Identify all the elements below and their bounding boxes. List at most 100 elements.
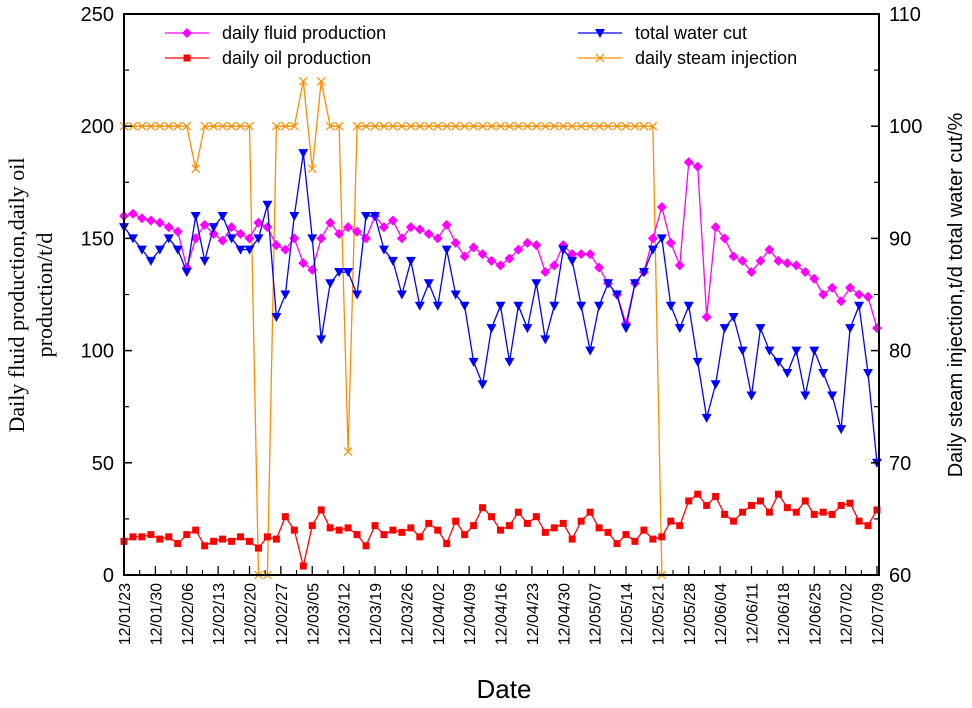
triangle-marker <box>226 234 237 244</box>
x-tick-label: 12/03/05 <box>305 583 322 645</box>
x-tick-label: 12/05/07 <box>588 583 605 645</box>
diamond-marker <box>692 161 703 172</box>
x-tick-label: 12/07/02 <box>839 583 856 645</box>
x-marker <box>460 121 470 131</box>
x-marker <box>245 121 254 131</box>
square-marker <box>210 537 218 545</box>
y-tick-label-left: 0 <box>103 565 114 587</box>
square-marker <box>783 504 791 512</box>
x-marker <box>594 121 604 131</box>
x-marker <box>478 121 487 131</box>
diamond-marker <box>782 258 793 269</box>
square-marker <box>147 531 155 539</box>
x-marker <box>522 121 532 131</box>
y-tick-label-right: 70 <box>889 453 911 475</box>
triangle-marker <box>486 324 497 334</box>
square-marker <box>308 522 316 530</box>
x-axis-label: Date <box>477 674 532 704</box>
square-marker <box>828 510 836 518</box>
x-marker <box>289 121 299 131</box>
legend-label: daily steam injection <box>635 48 797 68</box>
x-marker <box>595 53 605 63</box>
x-marker <box>307 164 317 174</box>
triangle-marker <box>325 279 336 289</box>
diamond-marker <box>863 291 874 302</box>
x-marker <box>424 121 434 131</box>
square-marker <box>559 519 567 527</box>
triangle-marker <box>172 245 183 255</box>
square-marker <box>792 508 800 516</box>
square-marker <box>183 54 191 62</box>
diamond-marker <box>396 233 407 244</box>
square-marker <box>389 526 397 534</box>
y-tick-label-left: 200 <box>81 116 114 138</box>
legend: daily fluid production daily oil producti… <box>165 23 797 68</box>
diamond-marker <box>262 222 273 233</box>
triangle-marker <box>387 256 398 266</box>
diamond-marker <box>549 260 560 271</box>
triangle-marker <box>531 279 542 289</box>
diamond-marker <box>800 267 811 278</box>
x-marker <box>352 121 362 131</box>
triangle-marker <box>432 301 443 311</box>
diamond-marker <box>387 215 398 226</box>
square-marker <box>156 535 164 543</box>
square-marker <box>326 524 334 532</box>
x-tick-label: 12/04/30 <box>556 583 573 645</box>
square-marker <box>730 517 738 525</box>
x-marker <box>200 121 210 131</box>
x-marker <box>540 121 550 131</box>
square-marker <box>425 519 433 527</box>
triangle-marker <box>773 357 784 367</box>
triangle-marker <box>181 268 192 278</box>
diamond-marker <box>710 222 721 233</box>
x-marker <box>639 121 649 131</box>
triangle-marker <box>558 245 569 255</box>
diamond-marker <box>352 226 363 237</box>
square-marker <box>810 510 818 518</box>
x-marker <box>406 121 416 131</box>
triangle-marker <box>414 301 425 311</box>
diamond-marker <box>827 282 838 293</box>
x-marker <box>388 121 398 131</box>
diamond-marker <box>809 273 820 284</box>
triangle-marker <box>370 211 380 221</box>
triangle-marker <box>692 357 703 367</box>
diamond-marker <box>450 237 461 248</box>
triangle-marker <box>423 279 434 289</box>
x-marker <box>146 121 156 131</box>
diamond-marker <box>522 237 533 248</box>
square-marker <box>523 519 531 527</box>
diamond-marker <box>235 228 246 239</box>
triangle-marker <box>845 324 856 334</box>
square-marker <box>748 501 755 509</box>
x-marker <box>549 121 559 131</box>
legend-item: daily steam injection <box>578 48 797 68</box>
diamond-marker <box>683 157 694 168</box>
square-marker <box>281 513 289 521</box>
triangle-marker <box>809 346 820 356</box>
x-marker <box>343 447 353 457</box>
triangle-marker <box>764 346 775 356</box>
triangle-marker <box>513 301 524 311</box>
triangle-marker <box>378 245 389 255</box>
square-marker <box>685 497 693 505</box>
x-marker <box>531 121 541 131</box>
x-marker <box>415 121 425 131</box>
square-marker <box>443 540 451 548</box>
x-tick-label: 12/03/19 <box>368 583 385 645</box>
x-tick-label: 12/07/09 <box>870 583 887 645</box>
x-marker <box>621 121 631 131</box>
legend-item: daily oil production <box>165 48 371 68</box>
triangle-marker <box>647 245 658 255</box>
y-tick-label-right: 100 <box>889 116 922 138</box>
square-marker <box>739 508 747 516</box>
y-axis-label-left-line1: Daily fluid production,daily oil <box>4 158 29 433</box>
triangle-marker <box>595 29 605 38</box>
square-marker <box>192 526 200 534</box>
triangle-marker <box>504 357 515 367</box>
legend-item: daily fluid production <box>165 23 386 43</box>
triangle-marker <box>459 301 470 311</box>
x-tick-label: 12/03/12 <box>337 583 354 645</box>
diamond-marker <box>244 233 255 244</box>
